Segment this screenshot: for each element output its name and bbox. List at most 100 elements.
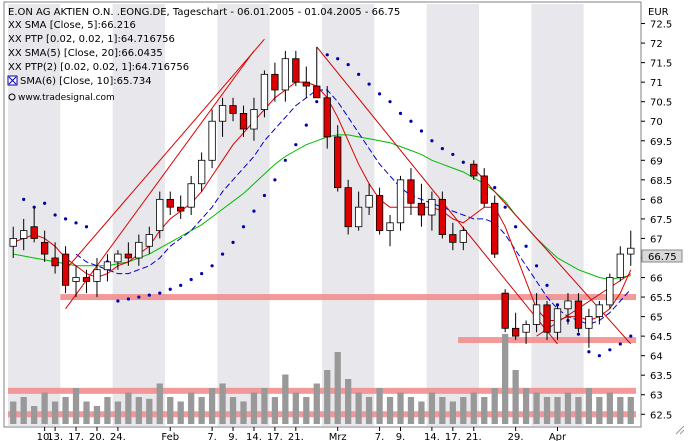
- trend-line: [473, 167, 632, 345]
- candle-up: [208, 120, 216, 161]
- y-axis: 72.57271.57170.57069.56968.56867.56766.5…: [641, 20, 672, 421]
- x-tick-label: 7.: [207, 432, 217, 441]
- y-tick-label: 69.5: [650, 137, 672, 148]
- psar-dot: [210, 264, 214, 268]
- volume-bar: [439, 397, 446, 424]
- volume-bar: [250, 392, 258, 424]
- volume-bar: [334, 352, 341, 424]
- candle-down: [480, 175, 488, 204]
- volume-bar: [271, 397, 279, 424]
- volume-bar: [208, 388, 216, 424]
- candle-down: [470, 163, 478, 177]
- psar-dot: [461, 160, 465, 164]
- candle-down: [166, 198, 174, 208]
- currency-label: EUR: [648, 7, 669, 18]
- volume-bar: [449, 401, 456, 424]
- psar-dot: [608, 348, 612, 352]
- candle-up: [135, 241, 143, 259]
- volume-bar: [585, 388, 593, 424]
- y-tick-label: 69: [650, 156, 663, 167]
- candle-down: [344, 187, 352, 228]
- psar-dot: [618, 342, 622, 346]
- y-tick-label: 67: [650, 234, 663, 245]
- candle-up: [365, 195, 373, 208]
- psar-dot: [147, 293, 151, 297]
- psar-dot: [168, 287, 172, 291]
- volume-bar: [104, 397, 111, 424]
- psar-dot: [545, 283, 549, 287]
- sma5-line: [13, 81, 632, 322]
- volume-bar: [522, 388, 530, 424]
- candle-up: [564, 300, 572, 310]
- psar-dot: [597, 354, 601, 358]
- candle-up: [250, 109, 258, 130]
- x-tick-label: 14.: [424, 432, 440, 441]
- candle-down: [491, 202, 499, 255]
- psar-dot: [524, 244, 528, 248]
- volume-bar: [177, 401, 184, 424]
- psar-dot: [126, 297, 130, 301]
- volume-bar: [376, 388, 383, 424]
- x-tick-label: 20.: [89, 432, 105, 441]
- psar-dot: [534, 264, 539, 268]
- candle-down: [323, 97, 331, 138]
- psar-dot: [419, 129, 424, 133]
- volume-bar: [292, 392, 299, 424]
- trend-line: [536, 273, 632, 337]
- volume-bar: [10, 401, 17, 424]
- candle-up: [103, 261, 112, 271]
- volume-bar: [261, 388, 268, 424]
- candle-up: [187, 183, 195, 208]
- candle-down: [407, 179, 415, 204]
- candle-up: [595, 304, 604, 317]
- x-tick-label: 29.: [508, 432, 524, 441]
- volume-bar: [407, 397, 415, 424]
- y-tick-label: 68.5: [650, 176, 672, 187]
- candle-up: [396, 179, 405, 224]
- candle-down: [51, 257, 59, 267]
- resize-grip-icon[interactable]: [675, 425, 685, 435]
- candle-up: [606, 277, 614, 306]
- psar-dot: [231, 240, 235, 244]
- volume-bar: [418, 401, 425, 424]
- candle-down: [438, 198, 447, 235]
- psar-dot: [84, 225, 89, 229]
- volume-bar: [512, 370, 519, 424]
- psar-dot: [430, 139, 434, 143]
- candle-up: [428, 198, 436, 216]
- candle-up: [197, 159, 206, 185]
- stripe-column: [217, 4, 270, 426]
- copyright-icon: [8, 93, 16, 101]
- volume-bar: [564, 392, 572, 424]
- volume-bar: [72, 388, 80, 424]
- candle-up: [281, 58, 290, 91]
- candle-up: [260, 73, 269, 110]
- y-tick-label: 65.5: [650, 293, 672, 304]
- candle-down: [292, 58, 300, 83]
- legend-sma5: XX SMA [Close, 5]:66.216: [8, 20, 136, 31]
- psar-dot: [158, 291, 162, 295]
- legend: E.ON AG AKTIEN O.N. .EONG.DE, Tageschart…: [7, 7, 400, 103]
- chart-title: E.ON AG AKTIEN O.N. .EONG.DE, Tageschart…: [8, 7, 400, 18]
- candle-up: [93, 269, 101, 282]
- volume-bar: [397, 392, 404, 424]
- candle-down: [501, 292, 509, 329]
- watermark-url: www.tradesignal.com: [18, 93, 115, 103]
- y-tick-label: 72: [650, 39, 663, 50]
- volume-bar: [303, 397, 310, 424]
- volume-bar: [83, 401, 90, 424]
- candle-up: [386, 222, 394, 232]
- volume-bar: [627, 397, 634, 424]
- psar-dot: [137, 295, 141, 299]
- psar-dot: [252, 209, 256, 213]
- x-tick-label: 9.: [228, 432, 238, 441]
- candle-up: [9, 238, 17, 247]
- x-tick-label: 21.: [466, 432, 482, 441]
- candle-down: [543, 304, 551, 333]
- volume-bar: [596, 397, 603, 424]
- candle-down: [574, 300, 583, 329]
- volume-bar: [282, 374, 289, 424]
- candle-down: [334, 136, 342, 189]
- legend-ptp2: XX PTP(2) [0.02, 0.02, 1]:64.716756: [8, 62, 189, 73]
- psar-dot: [398, 111, 403, 116]
